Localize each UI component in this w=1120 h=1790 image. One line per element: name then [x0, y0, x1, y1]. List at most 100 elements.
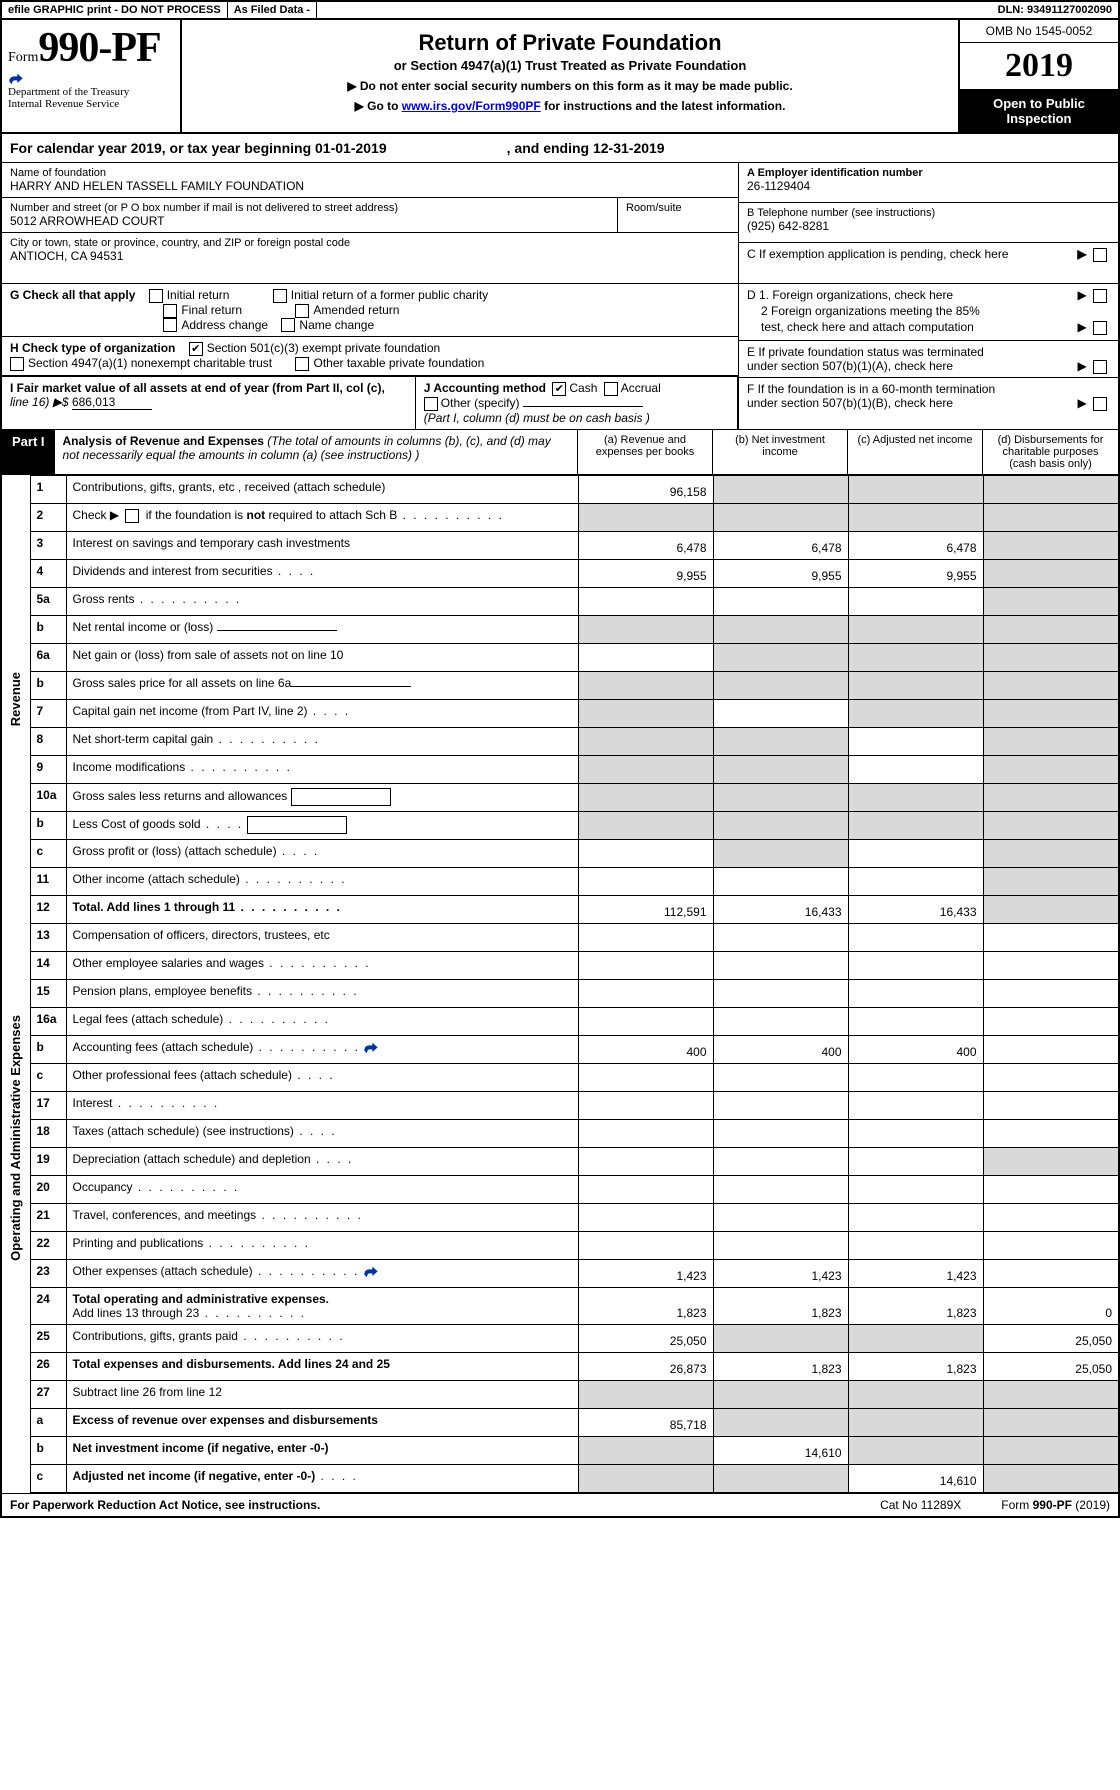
- line-desc: Contributions, gifts, grants paid: [66, 1324, 578, 1352]
- calendar-year-row: For calendar year 2019, or tax year begi…: [2, 134, 1118, 163]
- cell-c: [848, 811, 983, 839]
- c-checkbox[interactable]: [1093, 248, 1107, 262]
- attachment-icon[interactable]: [363, 1265, 379, 1279]
- line-desc: Compensation of officers, directors, tru…: [66, 923, 578, 951]
- line-desc: Net investment income (if negative, ente…: [66, 1436, 578, 1464]
- ein-value: 26-1129404: [747, 179, 810, 193]
- attachment-icon[interactable]: [363, 1041, 379, 1055]
- table-row: 11 Other income (attach schedule): [2, 867, 1118, 895]
- cell-c: [848, 923, 983, 951]
- footer-left: For Paperwork Reduction Act Notice, see …: [10, 1498, 320, 1512]
- cell-b: [713, 979, 848, 1007]
- g-initial-cb[interactable]: [149, 289, 163, 303]
- table-row: b Less Cost of goods sold: [2, 811, 1118, 839]
- h-4947-cb[interactable]: [10, 357, 24, 371]
- g-final-cb[interactable]: [163, 304, 177, 318]
- f-cb[interactable]: [1093, 397, 1107, 411]
- cell-c: [848, 1408, 983, 1436]
- cell-b: [713, 867, 848, 895]
- footer-catno: Cat No 11289X: [880, 1498, 1001, 1512]
- r16a: Legal fees (attach schedule): [73, 1012, 224, 1026]
- revenue-side: Revenue: [2, 475, 30, 923]
- line-num: 14: [30, 951, 66, 979]
- cell-d: [983, 811, 1118, 839]
- r4: Dividends and interest from securities: [73, 564, 273, 578]
- form-page: efile GRAPHIC print - DO NOT PROCESS As …: [0, 0, 1120, 1518]
- cell-d: [983, 1231, 1118, 1259]
- cell-d: [983, 867, 1118, 895]
- part1-table: Revenue 1 Contributions, gifts, grants, …: [2, 475, 1118, 1493]
- cell-d: [983, 1091, 1118, 1119]
- foundation-name: HARRY AND HELEN TASSELL FAMILY FOUNDATIO…: [10, 179, 304, 193]
- d1-cb[interactable]: [1093, 289, 1107, 303]
- g-label: G Check all that apply: [10, 288, 135, 302]
- line-num: 12: [30, 895, 66, 923]
- h-label: H Check type of organization: [10, 341, 175, 355]
- r10c: Gross profit or (loss) (attach schedule): [73, 844, 277, 858]
- line-desc: Accounting fees (attach schedule): [66, 1035, 578, 1063]
- r6b: Gross sales price for all assets on line…: [73, 676, 292, 690]
- dots: [238, 1329, 345, 1343]
- inline-box: [247, 816, 347, 834]
- cell-c: [848, 671, 983, 699]
- cell-d: [983, 503, 1118, 531]
- g-addr-cb[interactable]: [163, 318, 177, 332]
- cell-b: [713, 755, 848, 783]
- cell-d: [983, 1007, 1118, 1035]
- j-note: (Part I, column (d) must be on cash basi…: [424, 411, 650, 425]
- footer-pre: Form: [1001, 1498, 1032, 1512]
- cell-a: 96,158: [578, 475, 713, 503]
- footer-formref: Form 990-PF (2019): [1001, 1498, 1110, 1512]
- dots: [264, 956, 371, 970]
- cell-c: 1,823: [848, 1287, 983, 1324]
- g-amended-cb[interactable]: [295, 304, 309, 318]
- cell-c: [848, 1203, 983, 1231]
- line-num: 11: [30, 867, 66, 895]
- line-desc: Pension plans, employee benefits: [66, 979, 578, 1007]
- part1-tag: Part I: [2, 430, 55, 474]
- line-desc: Taxes (attach schedule) (see instruction…: [66, 1119, 578, 1147]
- irs-link[interactable]: www.irs.gov/Form990PF: [402, 99, 541, 113]
- line-desc: Net gain or (loss) from sale of assets n…: [66, 643, 578, 671]
- table-row: 20Occupancy: [2, 1175, 1118, 1203]
- d2-cb[interactable]: [1093, 321, 1107, 335]
- exemption-cell: C If exemption application is pending, c…: [739, 243, 1118, 283]
- inline-line: [291, 686, 411, 687]
- schb-cb[interactable]: [125, 509, 139, 523]
- link-icon[interactable]: [8, 72, 24, 86]
- foundation-name-cell: Name of foundation HARRY AND HELEN TASSE…: [2, 163, 738, 198]
- dots: [199, 1306, 306, 1320]
- line-desc: Occupancy: [66, 1175, 578, 1203]
- j-accrual-cb[interactable]: [604, 382, 618, 396]
- line-desc: Gross profit or (loss) (attach schedule): [66, 839, 578, 867]
- address-cell: Number and street (or P O box number if …: [2, 198, 738, 233]
- d1-check: ▶: [1077, 288, 1110, 303]
- g-name-cb[interactable]: [281, 318, 295, 332]
- j-other-cb[interactable]: [424, 397, 438, 411]
- h-other-cb[interactable]: [295, 357, 309, 371]
- e2-row: under section 507(b)(1)(A), check here▶: [747, 359, 1110, 373]
- cell-b: 1,823: [713, 1287, 848, 1324]
- line-num: 8: [30, 727, 66, 755]
- cell-b: [713, 839, 848, 867]
- d1-label: D 1. Foreign organizations, check here: [747, 288, 953, 302]
- f2-row: under section 507(b)(1)(B), check here▶: [747, 396, 1110, 410]
- h-501c3-cb[interactable]: [189, 342, 203, 356]
- i-cell: I Fair market value of all assets at end…: [2, 377, 416, 429]
- cell-d: [983, 979, 1118, 1007]
- cell-b: [713, 923, 848, 951]
- r19: Depreciation (attach schedule) and deple…: [73, 1152, 311, 1166]
- line-num: b: [30, 615, 66, 643]
- cell-a: [578, 1007, 713, 1035]
- cell-b: [713, 1203, 848, 1231]
- line-desc: Other expenses (attach schedule): [66, 1259, 578, 1287]
- cell-a: [578, 1119, 713, 1147]
- cell-a: 1,423: [578, 1259, 713, 1287]
- g-former-cb[interactable]: [273, 289, 287, 303]
- e-cb[interactable]: [1093, 360, 1107, 374]
- table-row: c Gross profit or (loss) (attach schedul…: [2, 839, 1118, 867]
- r23: Other expenses (attach schedule): [73, 1264, 253, 1278]
- r18: Taxes (attach schedule) (see instruction…: [73, 1124, 294, 1138]
- r11: Other income (attach schedule): [73, 872, 240, 886]
- j-cash-cb[interactable]: [552, 382, 566, 396]
